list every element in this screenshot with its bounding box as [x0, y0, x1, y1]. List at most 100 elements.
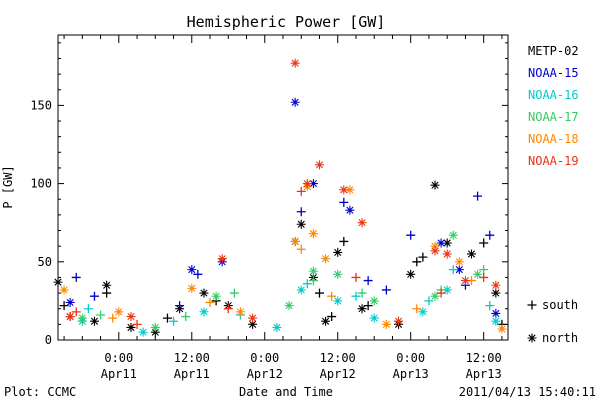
- data-point-south: [351, 291, 361, 301]
- data-point-north: [418, 307, 428, 317]
- data-point-north: [102, 280, 112, 290]
- data-point-north: [381, 319, 391, 329]
- legend-entry: NOAA-18: [528, 132, 579, 146]
- data-point-north: [442, 249, 452, 259]
- data-point-north: [284, 301, 294, 311]
- data-point-north: [89, 316, 99, 326]
- x-tick-label-time: 12:00: [466, 351, 502, 365]
- x-tick-label-time: 0:00: [250, 351, 279, 365]
- legend-entry: NOAA-15: [528, 66, 579, 80]
- x-axis-ticks: 0:00 Apr11 12:00 Apr11 0:00 Apr12 12:00 Apr12 0:…: [63, 35, 503, 381]
- data-point-south: [175, 301, 185, 311]
- data-point-south: [83, 304, 93, 314]
- data-point-south: [169, 316, 179, 326]
- x-tick-label-date: Apr13: [466, 367, 502, 381]
- legend-entry: NOAA-19: [528, 154, 579, 168]
- data-point-north: [321, 316, 331, 326]
- data-point-north: [406, 269, 416, 279]
- marker-legend: south north: [527, 298, 578, 345]
- data-point-south: [296, 207, 306, 217]
- data-point-north: [199, 288, 209, 298]
- data-point-south: [357, 288, 367, 298]
- x-tick-label-time: 12:00: [174, 351, 210, 365]
- data-point-north: [290, 58, 300, 68]
- y-tick-label: 0: [45, 333, 52, 347]
- legend-entry: METP-02: [528, 44, 579, 58]
- data-point-south: [314, 288, 324, 298]
- data-point-north: [460, 276, 470, 286]
- data-point-south: [327, 291, 337, 301]
- data-point-north: [248, 319, 258, 329]
- data-point-south: [162, 313, 172, 323]
- data-point-south: [448, 265, 458, 275]
- data-point-north: [339, 185, 349, 195]
- y-axis-ticks: 0 50 100 150: [30, 42, 508, 347]
- data-point-north: [430, 291, 440, 301]
- data-point-south: [485, 301, 495, 311]
- data-point-north: [491, 316, 501, 326]
- data-point-south: [302, 279, 312, 289]
- south-marker-icon: [527, 300, 537, 310]
- x-tick-label-date: Apr12: [247, 367, 283, 381]
- x-tick-label-time: 12:00: [320, 351, 356, 365]
- data-point-south: [205, 297, 215, 307]
- data-point-north: [114, 307, 124, 317]
- data-point-south: [412, 304, 422, 314]
- data-point-south: [351, 272, 361, 282]
- north-marker-icon: [527, 333, 537, 343]
- data-point-north: [65, 297, 75, 307]
- data-point-north: [448, 230, 458, 240]
- data-point-south: [436, 288, 446, 298]
- data-point-north: [333, 269, 343, 279]
- data-point-north: [497, 324, 507, 334]
- data-point-north: [357, 218, 367, 228]
- data-point-north: [296, 219, 306, 229]
- data-point-north: [430, 241, 440, 251]
- data-points: [53, 58, 507, 337]
- x-axis-label: Date and Time: [239, 385, 333, 399]
- data-point-south: [412, 257, 422, 267]
- data-point-north: [394, 316, 404, 326]
- x-tick-label-date: Apr12: [320, 367, 356, 381]
- data-point-north: [150, 322, 160, 332]
- data-point-south: [181, 312, 191, 322]
- data-point-north: [308, 266, 318, 276]
- data-point-north: [308, 179, 318, 189]
- data-point-north: [345, 185, 355, 195]
- data-point-south: [479, 265, 489, 275]
- data-point-north: [333, 247, 343, 257]
- data-point-south: [71, 307, 81, 317]
- data-point-north: [59, 285, 69, 295]
- data-point-south: [473, 191, 483, 201]
- data-point-north: [187, 283, 197, 293]
- legend-entry: NOAA-17: [528, 110, 579, 124]
- data-point-south: [479, 238, 489, 248]
- data-point-north: [77, 313, 87, 323]
- data-point-north: [369, 296, 379, 306]
- data-point-north: [308, 229, 318, 239]
- data-point-north: [302, 179, 312, 189]
- x-tick-label-time: 0:00: [104, 351, 133, 365]
- data-point-north: [442, 285, 452, 295]
- data-point-north: [53, 277, 63, 287]
- data-point-south: [381, 285, 391, 295]
- data-point-north: [454, 257, 464, 267]
- data-point-north: [314, 160, 324, 170]
- data-point-south: [424, 296, 434, 306]
- marker-legend-label: south: [542, 298, 578, 312]
- data-point-south: [132, 319, 142, 329]
- data-point-south: [223, 304, 233, 314]
- x-tick-label-date: Apr11: [101, 367, 137, 381]
- data-point-north: [442, 238, 452, 248]
- data-point-north: [199, 307, 209, 317]
- data-point-south: [193, 269, 203, 279]
- data-point-north: [126, 312, 136, 322]
- y-axis-label: P [GW]: [1, 165, 15, 208]
- data-point-south: [102, 288, 112, 298]
- data-point-north: [187, 265, 197, 275]
- data-point-south: [71, 272, 81, 282]
- data-point-north: [272, 322, 282, 332]
- data-point-south: [406, 230, 416, 240]
- data-point-north: [138, 327, 148, 337]
- data-point-north: [491, 288, 501, 298]
